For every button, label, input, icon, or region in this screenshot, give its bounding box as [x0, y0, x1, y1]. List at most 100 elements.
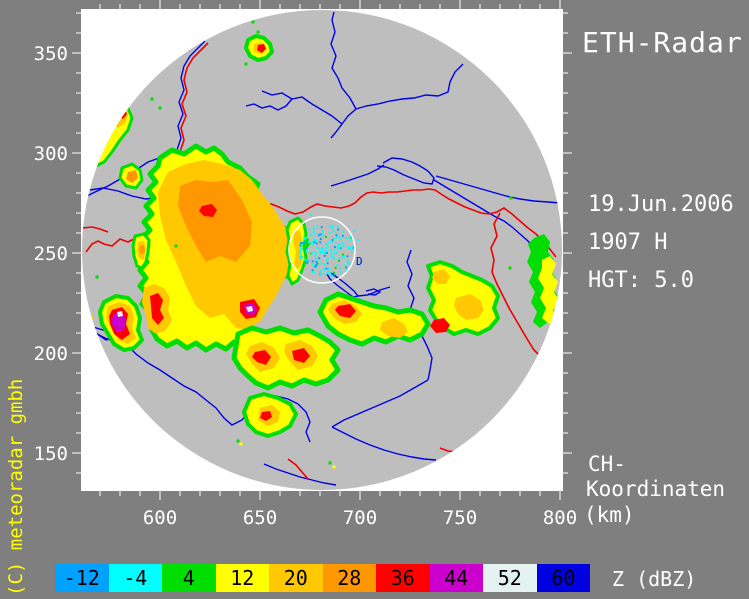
clutter-pixel	[322, 249, 324, 251]
clutter-pixel	[327, 268, 329, 270]
clutter-pixel	[350, 248, 352, 250]
clutter-pixel	[338, 237, 340, 239]
clutter-pixel	[336, 236, 338, 238]
clutter-pixel	[326, 247, 328, 249]
clutter-pixel	[312, 269, 314, 271]
clutter-pixel	[312, 242, 314, 244]
clutter-pixel	[329, 232, 331, 234]
colorbar-box: 36	[376, 564, 430, 592]
echo-speck	[510, 197, 513, 200]
colorbar-box: 20	[269, 564, 323, 592]
coords-label-line1: CH-	[588, 452, 626, 476]
clutter-pixel	[315, 264, 317, 266]
clutter-pixel	[330, 240, 332, 242]
clutter-pixel	[357, 239, 359, 241]
page-title: ETH-Radar	[582, 26, 743, 59]
clutter-pixel	[310, 234, 312, 236]
echo-speck	[96, 276, 99, 279]
clutter-pixel	[305, 237, 307, 239]
echo-speck	[159, 107, 162, 110]
clutter-pixel	[300, 254, 302, 256]
clutter-pixel	[315, 261, 317, 263]
colorbar-box: 28	[323, 564, 377, 592]
clutter-pixel	[320, 273, 322, 275]
clutter-pixel	[343, 245, 345, 247]
clutter-pixel	[347, 255, 349, 257]
clutter-pixel	[342, 242, 344, 244]
clutter-pixel	[316, 243, 318, 245]
observation-height: HGT: 5.0	[588, 268, 694, 293]
echo-speck	[151, 98, 154, 101]
clutter-pixel	[340, 271, 342, 273]
clutter-pixel	[347, 246, 349, 248]
clutter-pixel	[335, 267, 337, 269]
colorbar-value: -12	[64, 566, 100, 590]
colorbar-unit-label: Z (dBZ)	[612, 567, 696, 591]
clutter-pixel	[320, 233, 322, 235]
echo-speck	[245, 63, 248, 66]
clutter-pixel	[301, 242, 303, 244]
axis-tick-label: 350	[34, 43, 68, 65]
clutter-pixel	[310, 214, 312, 216]
coords-label-line2: Koordinaten	[586, 477, 725, 501]
axis-tick-label: 750	[443, 507, 477, 529]
axis-tick-label: 200	[34, 343, 68, 365]
clutter-pixel	[351, 246, 353, 248]
clutter-pixel	[305, 247, 307, 249]
clutter-pixel	[313, 251, 315, 253]
clutter-pixel	[319, 247, 321, 249]
clutter-pixel	[312, 260, 314, 262]
clutter-pixel	[312, 263, 314, 265]
echo-speck	[252, 21, 255, 24]
clutter-pixel	[344, 255, 346, 257]
clutter-pixel	[333, 237, 335, 239]
clutter-pixel	[311, 252, 313, 254]
colorbar-box: -12	[55, 564, 109, 592]
clutter-pixel	[337, 246, 339, 248]
clutter-pixel	[324, 252, 326, 254]
colorbar-box: 52	[483, 564, 537, 592]
echo-speck	[333, 466, 336, 469]
clutter-pixel	[299, 256, 301, 258]
clutter-pixel	[304, 259, 306, 261]
clutter-pixel	[327, 271, 329, 273]
clutter-pixel	[345, 237, 347, 239]
colorbar-box: 4	[162, 564, 216, 592]
clutter-pixel	[342, 231, 344, 233]
clutter-pixel	[329, 225, 331, 227]
clutter-pixel	[308, 241, 310, 243]
echo-speck	[329, 462, 332, 465]
colorbar-value: 20	[284, 566, 308, 590]
clutter-pixel	[339, 267, 341, 269]
clutter-pixel	[350, 239, 352, 241]
clutter-pixel	[334, 252, 336, 254]
clutter-pixel	[320, 238, 322, 240]
colorbar-value: 36	[391, 566, 415, 590]
clutter-pixel	[336, 264, 338, 266]
clutter-pixel	[345, 266, 347, 268]
clutter-pixel	[341, 246, 343, 248]
clutter-pixel	[332, 242, 334, 244]
clutter-pixel	[308, 228, 310, 230]
observation-time: 1907 H	[588, 230, 667, 255]
clutter-pixel	[319, 241, 321, 243]
clutter-pixel	[327, 242, 329, 244]
clutter-pixel	[306, 262, 308, 264]
clutter-pixel	[337, 243, 339, 245]
clutter-pixel	[323, 268, 325, 270]
clutter-pixel	[349, 235, 351, 237]
axis-tick-label: 250	[34, 243, 68, 265]
clutter-pixel	[327, 262, 329, 264]
radar-map: D600650700750800150200250300350	[0, 0, 749, 599]
clutter-pixel	[314, 238, 316, 240]
clutter-pixel	[301, 248, 303, 250]
clutter-pixel	[307, 260, 309, 262]
clutter-pixel	[313, 227, 315, 229]
clutter-pixel	[315, 256, 317, 258]
clutter-pixel	[347, 260, 349, 262]
colorbar-box: 60	[537, 564, 591, 592]
echo-speck	[240, 443, 243, 446]
clutter-pixel	[320, 262, 322, 264]
axis-tick-label: 150	[34, 443, 68, 465]
clutter-pixel	[316, 247, 318, 249]
